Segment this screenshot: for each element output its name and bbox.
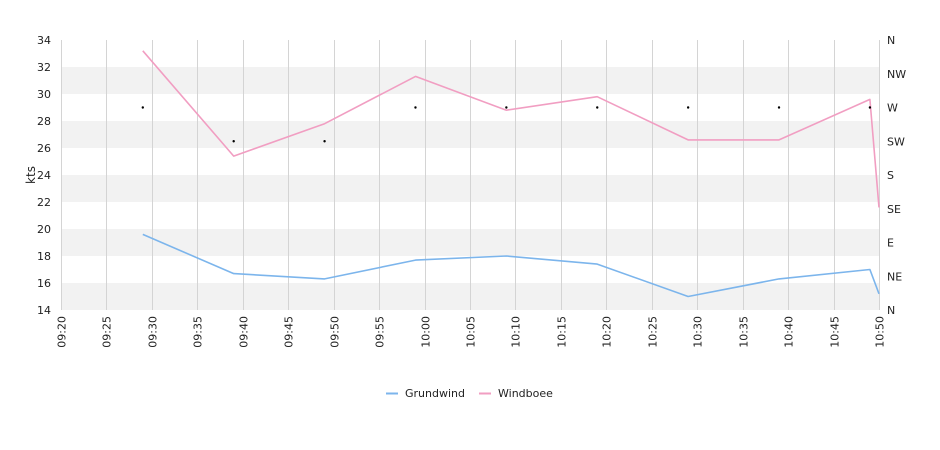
direction-marker[interactable] [505, 106, 508, 109]
x-tick-label: 09:35 [192, 316, 205, 348]
y-tick-label: 30 [37, 88, 51, 101]
legend-label-windboee: Windboee [498, 387, 553, 400]
direction-tick-label: SE [887, 203, 901, 216]
legend: Grundwind Windboee [386, 387, 553, 400]
x-tick-label: 10:25 [647, 316, 660, 348]
y-tick-label: 14 [37, 304, 51, 317]
y-tick-label: 18 [37, 250, 51, 263]
direction-marker[interactable] [414, 106, 417, 109]
y-tick-label: 34 [37, 34, 51, 47]
x-tick-label: 09:40 [238, 316, 251, 348]
x-tick-label: 10:45 [829, 316, 842, 348]
series-line[interactable] [142, 50, 880, 208]
y-tick-label: 32 [37, 61, 51, 74]
legend-item-windboee[interactable]: Windboee [479, 387, 553, 400]
legend-label-grundwind: Grundwind [405, 387, 465, 400]
x-axis: 09:20 09:25 09:30 09:35 09:40 09:45 09:50 09:55… [56, 316, 887, 348]
direction-tick-label: N [887, 34, 895, 47]
y-tick-label: 24 [37, 169, 51, 182]
x-tick-label: 10:20 [601, 316, 614, 348]
x-tick-label: 10:50 [874, 316, 887, 348]
x-tick-label: 10:05 [465, 316, 478, 348]
series-lines [142, 50, 880, 298]
direction-marker[interactable] [686, 106, 690, 109]
direction-tick-label: SW [887, 135, 905, 148]
y-tick-label: 22 [37, 196, 51, 209]
direction-axis: N NE E SE S SW W NW N [887, 34, 906, 317]
direction-marker[interactable] [777, 106, 781, 109]
direction-tick-label: W [887, 102, 898, 115]
y-tick-label: 28 [37, 115, 51, 128]
x-tick-label: 10:30 [692, 316, 705, 348]
y-axis: 14 16 18 20 22 24 26 28 30 32 34 [37, 34, 51, 317]
direction-marker[interactable] [868, 106, 872, 109]
direction-marker[interactable] [141, 106, 144, 109]
x-tick-label: 10:10 [510, 316, 523, 348]
x-tick-label: 10:40 [783, 316, 796, 348]
direction-tick-label: S [887, 169, 894, 182]
y-tick-label: 26 [37, 142, 51, 155]
legend-item-grundwind[interactable]: Grundwind [386, 387, 465, 400]
x-tick-label: 09:45 [283, 316, 296, 348]
y-tick-label: 20 [37, 223, 51, 236]
direction-tick-label: N [887, 304, 895, 317]
x-grid [61, 40, 880, 310]
direction-marker[interactable] [596, 106, 599, 109]
y-axis-title: kts [24, 166, 38, 184]
direction-tick-label: NW [887, 68, 906, 81]
y-tick-label: 16 [37, 277, 51, 290]
series-line[interactable] [142, 233, 880, 298]
direction-marker[interactable] [323, 140, 326, 143]
x-tick-label: 09:30 [147, 316, 160, 348]
x-tick-label: 09:50 [329, 316, 342, 348]
x-tick-label: 09:55 [374, 316, 387, 348]
x-tick-label: 09:20 [56, 316, 69, 348]
x-tick-label: 10:15 [556, 316, 569, 348]
x-tick-label: 09:25 [101, 316, 114, 348]
x-tick-label: 10:35 [738, 316, 751, 348]
direction-markers [141, 106, 872, 143]
direction-tick-label: NE [887, 270, 902, 283]
x-tick-label: 10:00 [420, 316, 433, 348]
direction-marker[interactable] [232, 140, 235, 143]
direction-tick-label: E [887, 237, 894, 250]
